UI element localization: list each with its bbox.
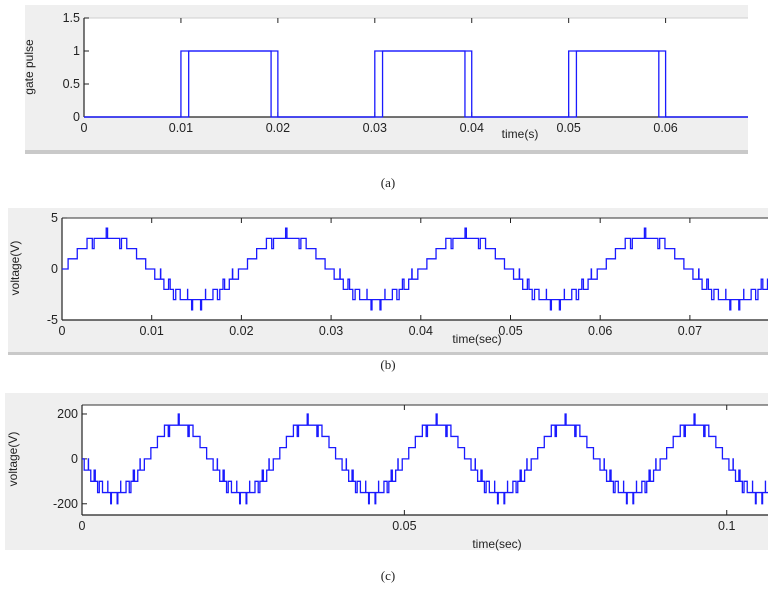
x-tick-label: 0.05 <box>392 519 416 533</box>
y-tick-label: 0 <box>51 262 58 276</box>
y-tick-label: 0.5 <box>63 77 80 91</box>
series-line-gate-pulse-2 <box>84 50 748 118</box>
figure-caption: (c) <box>381 568 395 583</box>
y-tick-label: 1 <box>73 44 80 58</box>
y-axis-label: voltage(V) <box>8 241 22 296</box>
y-tick-label: 200 <box>57 407 78 421</box>
plot-area <box>62 218 768 320</box>
plot-area <box>82 405 768 515</box>
y-tick-label: -200 <box>53 497 78 511</box>
x-tick-label: 0.02 <box>266 121 290 135</box>
x-tick-label: 0.01 <box>140 324 164 338</box>
x-tick-label: 0.03 <box>363 121 387 135</box>
y-tick-label: 5 <box>51 211 58 225</box>
x-tick-label: 0.02 <box>229 324 253 338</box>
series-line-multilevel-voltage <box>82 413 768 505</box>
x-tick-label: 0.04 <box>409 324 433 338</box>
x-tick-label: 0.07 <box>678 324 702 338</box>
y-tick-label: 1.5 <box>63 11 80 25</box>
x-tick-label: 0 <box>79 519 86 533</box>
x-tick-label: 0.05 <box>556 121 580 135</box>
series-line-multilevel-voltage <box>62 227 768 311</box>
x-tick-label: 0.05 <box>498 324 522 338</box>
series-group <box>84 50 748 118</box>
x-axis-label: time(s) <box>502 127 539 141</box>
y-tick-label: 0 <box>71 452 78 466</box>
x-tick-label: 0.01 <box>169 121 193 135</box>
x-tick-label: 0 <box>59 324 66 338</box>
series-group <box>62 227 768 311</box>
chart-a: 0 0.01 0.02 0.03 0.04 0.05 0.06 0 0.5 1 1.5 gate pu… <box>22 5 748 154</box>
y-tick-label: -5 <box>47 313 58 327</box>
x-tick-label: 0.03 <box>319 324 343 338</box>
panel-bottom-edge <box>8 352 768 355</box>
x-tick-label: 0 <box>81 121 88 135</box>
x-tick-label: 0.1 <box>718 519 735 533</box>
y-axis-label: voltage(V) <box>6 432 20 487</box>
x-tick-label: 0.06 <box>588 324 612 338</box>
x-tick-label: 0.04 <box>460 121 484 135</box>
x-axis-label: time(sec) <box>472 537 521 551</box>
plot-area <box>84 18 748 117</box>
figure-caption: (b) <box>380 357 395 372</box>
y-tick-label: 0 <box>73 110 80 124</box>
y-axis-label: gate pulse <box>22 39 36 95</box>
panel-bottom-edge <box>25 150 748 154</box>
series-group <box>82 413 768 505</box>
x-axis-label: time(sec) <box>452 332 501 346</box>
figure-caption: (a) <box>381 175 395 190</box>
chart-b: 0 0.01 0.02 0.03 0.04 0.05 0.06 0.07-505voltage… <box>8 208 768 355</box>
x-tick-label: 0.06 <box>653 121 677 135</box>
